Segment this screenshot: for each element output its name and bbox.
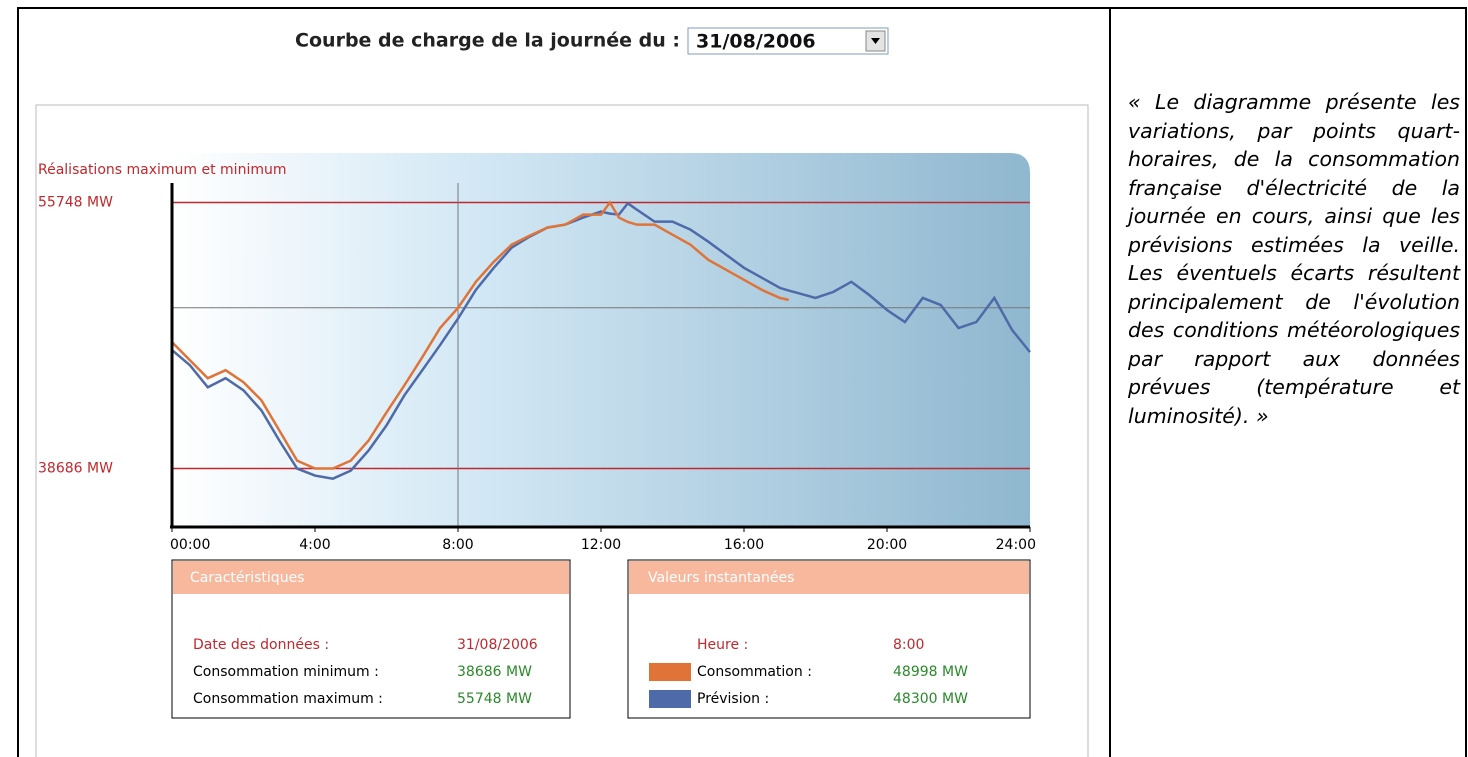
x-tick-label: 24:00 <box>996 537 1036 553</box>
chart-subtitle: Réalisations maximum et minimum <box>38 162 287 178</box>
row-label: Date des données : <box>193 637 329 653</box>
row-label: Consommation maximum : <box>193 691 383 707</box>
x-tick-label: 00:00 <box>170 537 210 553</box>
x-tick-label: 4:00 <box>299 537 330 553</box>
x-tick-label: 16:00 <box>724 537 764 553</box>
legend-label: Prévision : <box>697 691 769 707</box>
box-title: Valeurs instantanées <box>648 570 794 586</box>
y-tick-label: 55748 MW <box>38 195 113 211</box>
row-value: 48300 MW <box>893 691 968 707</box>
page: Courbe de charge de la journée du : 31/0… <box>0 0 1468 757</box>
box-title: Caractéristiques <box>190 570 304 586</box>
date-select-value: 31/08/2006 <box>696 31 816 53</box>
page-title: Courbe de charge de la journée du : <box>295 30 680 52</box>
row-value: 48998 MW <box>893 664 968 680</box>
row-value: 31/08/2006 <box>457 637 538 653</box>
x-tick-label: 8:00 <box>442 537 473 553</box>
row-value: 8:00 <box>893 637 924 653</box>
y-tick-label: 38686 MW <box>38 461 113 477</box>
row-value: 38686 MW <box>457 664 532 680</box>
quote: « Le diagramme présente les variations, … <box>1128 88 1460 430</box>
row-label: Consommation minimum : <box>193 664 379 680</box>
row-label: Heure : <box>697 637 748 653</box>
legend-swatch <box>649 690 691 708</box>
legend-label: Consommation : <box>697 664 812 680</box>
legend-swatch <box>649 663 691 681</box>
x-tick-label: 12:00 <box>581 537 621 553</box>
row-value: 55748 MW <box>457 691 532 707</box>
x-tick-label: 20:00 <box>867 537 907 553</box>
